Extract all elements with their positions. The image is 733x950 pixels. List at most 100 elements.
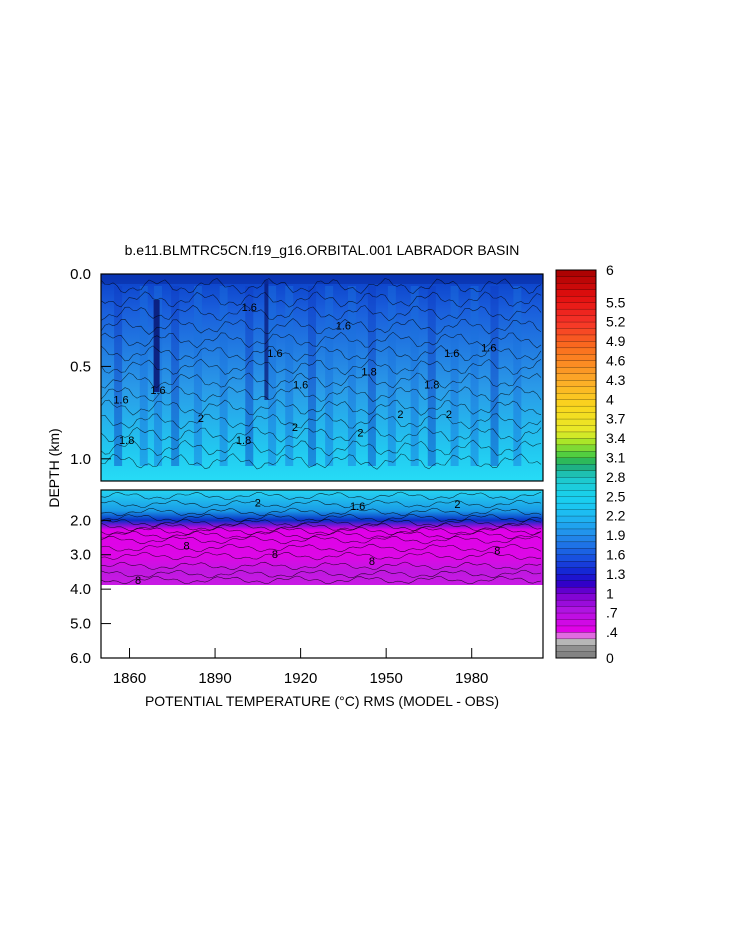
colorbar-segment [555,386,597,394]
upper-band [367,286,376,466]
colorbar-label: 5.5 [606,294,626,310]
upper-band [427,286,436,466]
contour-line [100,385,542,403]
colorbar-segment [555,619,597,627]
upper-band-dark [264,280,269,400]
colorbar-segment [555,483,597,491]
contour-label: 1.6 [293,380,308,392]
contour-line [100,291,542,308]
colorbar: 6 5.5 5.2 4.9 4.6 4.3 4 3.7 3.4 3.1 2.8 2.5 2.2 1.9 1.… [555,262,626,666]
contour-label: 8 [494,546,500,558]
x-tick-label: 1950 [369,670,402,687]
colorbar-label: 1.9 [606,527,626,543]
colorbar-label: 2.2 [606,508,626,524]
x-axis: 1860 1890 1920 1950 1980 [113,648,488,687]
x-axis-label: POTENTIAL TEMPERATURE (°C) RMS (MODEL - … [145,693,499,709]
colorbar-segment [555,360,597,368]
upper-top-band [101,274,543,284]
colorbar-label: 3.4 [606,430,626,446]
contour-label: 1.8 [424,380,439,392]
contour-line [100,491,542,501]
colorbar-segment [555,586,597,594]
colorbar-segment [555,269,597,277]
colorbar-label: .7 [606,605,618,621]
colorbar-segment [555,470,597,478]
contour-label: 2 [454,499,460,511]
contour-label: 2 [255,498,261,510]
upper-panel-frame [100,273,544,482]
colorbar-segment [555,476,597,484]
contour-line [100,345,542,362]
colorbar-segment [555,463,597,471]
colorbar-segment [555,282,597,290]
colorbar-segment [555,341,597,349]
upper-panel [100,273,544,482]
upper-band [325,286,334,466]
colorbar-segment [555,302,597,310]
upper-band [347,286,356,466]
contour-line [100,518,542,528]
upper-band [268,286,277,466]
contour-label: 2 [357,428,363,440]
colorbar-segment [555,528,597,536]
colorbar-segment [555,509,597,517]
contour-line [100,399,542,416]
colorbar-segment [555,379,597,387]
colorbar-segment [555,444,597,452]
upper-band [193,286,202,466]
upper-band-dark [153,300,160,392]
y-tick-label: 5.0 [70,616,91,633]
contour-label: 2 [446,409,452,421]
colorbar-segment [555,606,597,614]
colorbar-segment [555,289,597,297]
colorbar-label: .4 [606,624,618,640]
x-tick-label: 1890 [198,670,231,687]
contour-label: 8 [183,541,189,553]
colorbar-segment [555,612,597,620]
colorbar-label: 2.5 [606,488,626,504]
colorbar-segment [555,412,597,420]
colorbar-segment [555,547,597,555]
colorbar-segment [555,295,597,303]
colorbar-segment [555,347,597,355]
colorbar-segment [555,644,597,652]
colorbar-segment [555,431,597,439]
contour-line [101,561,542,571]
colorbar-label: 4.6 [606,353,626,369]
contour-label: 2 [397,409,403,421]
upper-band [114,286,123,466]
colorbar-segment [555,373,597,381]
colorbar-segment [555,573,597,581]
contour-line [100,530,542,540]
colorbar-label: 3.7 [606,411,626,427]
contour-labels: 1.6 1.6 1.6 1.6 1.6 1.6 1.8 1.8 1.6 1.6 1.8 1.8 2 2 2 2… [113,302,500,587]
contour-label: 1.8 [361,367,376,379]
contour-line [100,575,542,585]
y-tick-label: 0.0 [70,266,91,283]
contour-line [100,358,542,376]
x-tick-label: 1920 [284,670,317,687]
colorbar-segment [555,418,597,426]
contour-line [100,412,542,430]
contour-line [100,551,542,561]
upper-band [308,286,317,466]
colorbar-label: 4.9 [606,333,626,349]
lower-panel-frame [100,489,544,659]
contour-line [100,535,542,545]
contour-line [100,304,542,322]
colorbar-segment [555,334,597,342]
contour-label: 1.6 [150,385,165,397]
chart-title: b.e11.BLMTRC5CN.f19_g16.ORBITAL.001 LABR… [125,242,520,258]
colorbar-segment [555,438,597,446]
lower-panel [100,489,544,659]
y-axis: 0.0 0.5 1.0 2.0 3.0 4.0 5.0 6.0 [70,266,111,667]
contour-label: 1.6 [267,348,282,360]
colorbar-segment [555,599,597,607]
contour-line [100,372,542,389]
colorbar-label: 4.3 [606,372,626,388]
contour-line [100,331,542,349]
colorbar-label: 5.2 [606,314,626,330]
contour-label: 1.6 [336,320,351,332]
upper-band [139,286,148,466]
y-tick-label: 4.0 [70,581,91,598]
